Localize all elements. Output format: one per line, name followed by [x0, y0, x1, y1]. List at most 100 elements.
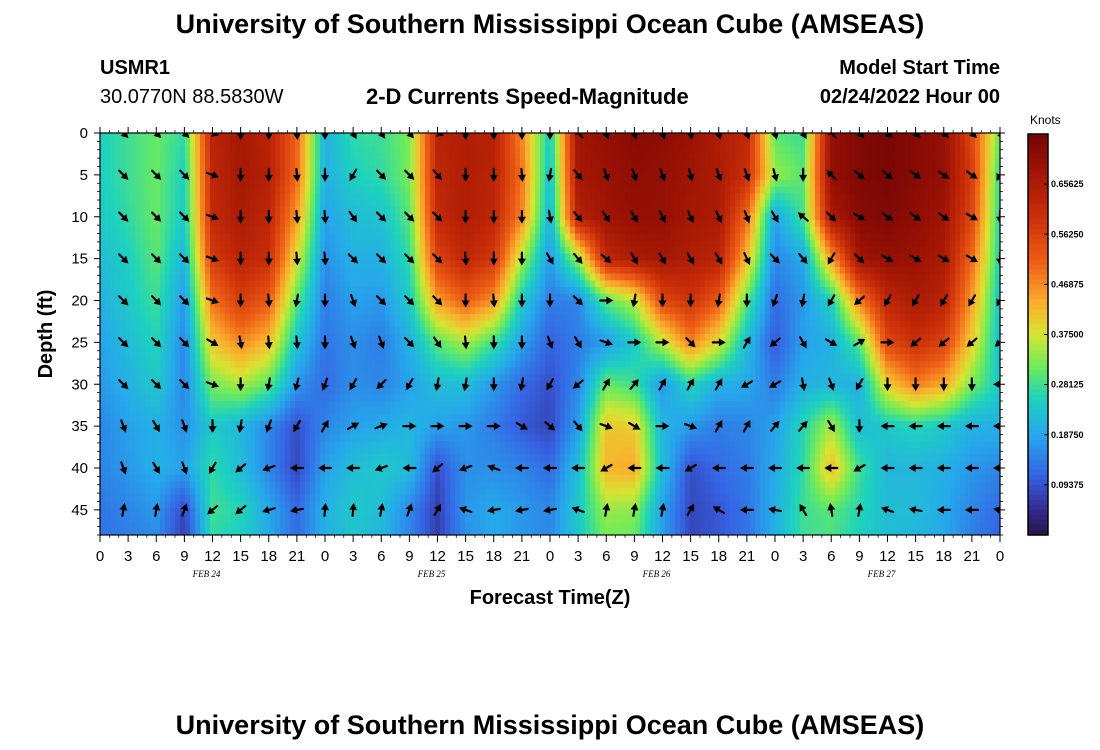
heatmap-cell: [615, 220, 621, 228]
heatmap-cell: [125, 253, 131, 261]
heatmap-cell: [185, 206, 191, 214]
heatmap-cell: [395, 240, 401, 248]
heatmap-cell: [390, 153, 396, 161]
heatmap-cell: [235, 193, 241, 201]
heatmap-cell: [875, 246, 881, 255]
heatmap-cell: [395, 133, 401, 141]
heatmap-cell: [595, 179, 601, 188]
heatmap-cell: [650, 213, 656, 221]
heatmap-cell: [370, 307, 376, 315]
heatmap-cell: [285, 246, 291, 255]
heatmap-cell: [510, 166, 516, 174]
heatmap-cell: [655, 300, 661, 308]
heatmap-cell: [175, 193, 181, 201]
heatmap-cell: [720, 307, 726, 315]
heatmap-cell: [495, 213, 501, 221]
heatmap-cell: [830, 267, 836, 275]
heatmap-cell: [260, 233, 266, 241]
heatmap-cell: [115, 159, 121, 168]
heatmap-cell: [580, 267, 586, 275]
heatmap-cell: [170, 287, 176, 295]
heatmap-cell: [940, 139, 946, 147]
heatmap-cell: [165, 173, 171, 181]
heatmap-cell: [205, 173, 211, 181]
heatmap-cell: [555, 166, 561, 174]
heatmap-cell: [640, 159, 646, 168]
heatmap-cell: [430, 139, 436, 147]
heatmap-cell: [510, 293, 516, 302]
heatmap-cell: [955, 139, 961, 147]
heatmap-cell: [400, 287, 406, 295]
heatmap-cell: [370, 300, 376, 308]
heatmap-cell: [775, 300, 781, 308]
heatmap-cell: [805, 200, 811, 208]
heatmap-cell: [650, 246, 656, 255]
heatmap-cell: [740, 153, 746, 161]
heatmap-cell: [765, 220, 771, 228]
heatmap-cell: [945, 226, 951, 235]
heatmap-cell: [275, 307, 281, 315]
heatmap-cell: [140, 146, 146, 154]
heatmap-cell: [490, 193, 496, 201]
heatmap-cell: [405, 133, 411, 141]
heatmap-cell: [405, 233, 411, 241]
heatmap-cell: [910, 220, 916, 228]
heatmap-cell: [310, 287, 316, 295]
heatmap-cell: [315, 240, 321, 248]
heatmap-cell: [430, 280, 436, 288]
heatmap-cell: [315, 246, 321, 255]
heatmap-cell: [195, 179, 201, 188]
heatmap-cell: [180, 159, 186, 168]
heatmap-cell: [540, 173, 546, 181]
heatmap-cell: [535, 179, 541, 188]
heatmap-cell: [765, 213, 771, 221]
heatmap-cell: [465, 166, 471, 174]
heatmap-cell: [260, 179, 266, 188]
heatmap-cell: [170, 213, 176, 221]
heatmap-cell: [240, 159, 246, 168]
heatmap-cell: [255, 300, 261, 308]
heatmap-cell: [650, 146, 656, 154]
heatmap-cell: [710, 213, 716, 221]
heatmap-cell: [165, 139, 171, 147]
heatmap-cell: [300, 133, 306, 141]
heatmap-cell: [795, 206, 801, 214]
heatmap-cell: [930, 133, 936, 141]
heatmap-cell: [305, 220, 311, 228]
heatmap-cell: [220, 159, 226, 168]
heatmap-cell: [520, 186, 526, 194]
heatmap-cell: [400, 179, 406, 188]
heatmap-cell: [275, 153, 281, 161]
heatmap-cell: [310, 173, 316, 181]
heatmap-cell: [345, 246, 351, 255]
heatmap-cell: [735, 166, 741, 174]
heatmap-cell: [635, 246, 641, 255]
heatmap-cell: [960, 186, 966, 194]
heatmap-cell: [445, 287, 451, 295]
heatmap-cell: [325, 159, 331, 168]
heatmap-cell: [555, 280, 561, 288]
heatmap-cell: [180, 300, 186, 308]
heatmap-cell: [695, 293, 701, 302]
heatmap-cell: [745, 159, 751, 168]
heatmap-cell: [855, 233, 861, 241]
heatmap-cell: [760, 133, 766, 141]
heatmap-cell: [955, 267, 961, 275]
heatmap-cell: [190, 253, 196, 261]
heatmap-cell: [830, 159, 836, 168]
heatmap-cell: [280, 307, 286, 315]
heatmap-cell: [610, 300, 616, 308]
heatmap-cell: [910, 166, 916, 174]
heatmap-cell: [370, 287, 376, 295]
heatmap-cell: [870, 213, 876, 221]
heatmap-cell: [800, 240, 806, 248]
heatmap-cell: [385, 179, 391, 188]
heatmap-cell: [995, 307, 1000, 315]
heatmap-cell: [330, 273, 336, 281]
heatmap-cell: [245, 240, 251, 248]
heatmap-cell: [825, 166, 831, 174]
heatmap-cell: [910, 146, 916, 154]
heatmap-cell: [560, 200, 566, 208]
heatmap-cell: [625, 300, 631, 308]
heatmap-cell: [900, 139, 906, 147]
